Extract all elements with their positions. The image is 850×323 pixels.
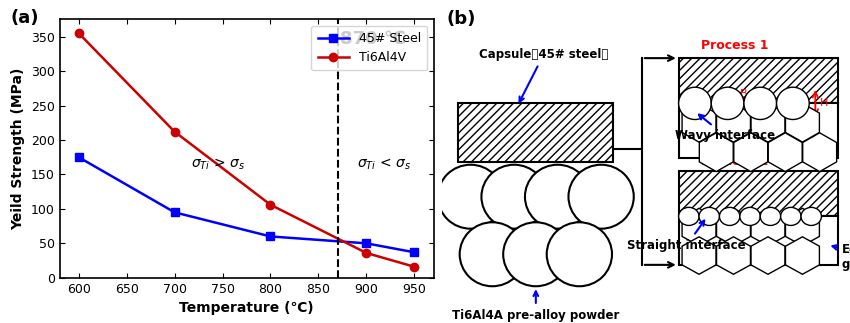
Text: (b): (b) xyxy=(446,10,475,28)
Text: Equalized
grains: Equalized grains xyxy=(832,243,850,271)
Ti6Al4V xyxy=(74,31,84,35)
Polygon shape xyxy=(768,133,802,172)
Bar xyxy=(678,58,838,103)
Text: (a): (a) xyxy=(11,9,39,27)
Y-axis label: Yeild Strength (MPa): Yeild Strength (MPa) xyxy=(11,68,26,230)
Polygon shape xyxy=(682,208,716,246)
Ellipse shape xyxy=(740,207,760,225)
Text: B: B xyxy=(740,89,748,99)
Line: Ti6Al4V: Ti6Al4V xyxy=(75,29,418,271)
Bar xyxy=(678,171,838,216)
Polygon shape xyxy=(682,237,716,274)
Polygon shape xyxy=(700,133,734,172)
Text: $\sigma_{Ti}$ > $\sigma_s$: $\sigma_{Ti}$ > $\sigma_s$ xyxy=(190,156,245,172)
Ellipse shape xyxy=(711,87,744,120)
Text: Process 1: Process 1 xyxy=(700,39,768,52)
45# Steel xyxy=(361,241,371,245)
Ellipse shape xyxy=(438,165,503,229)
45# Steel xyxy=(409,250,419,254)
Text: Wavy interface: Wavy interface xyxy=(675,115,774,142)
Ellipse shape xyxy=(780,207,801,225)
Bar xyxy=(678,171,838,216)
Bar xyxy=(678,58,838,103)
Polygon shape xyxy=(682,103,716,142)
Ti6Al4V xyxy=(169,130,179,134)
Legend: 45# Steel, Ti6Al4V: 45# Steel, Ti6Al4V xyxy=(311,26,428,70)
Line: 45# Steel: 45# Steel xyxy=(75,153,418,256)
Polygon shape xyxy=(802,133,836,172)
Text: Straight interface: Straight interface xyxy=(627,221,746,252)
Ellipse shape xyxy=(503,222,569,286)
Text: H: H xyxy=(819,99,828,108)
Polygon shape xyxy=(734,133,768,172)
Polygon shape xyxy=(717,237,751,274)
Ellipse shape xyxy=(699,207,719,225)
Ellipse shape xyxy=(481,165,547,229)
Ellipse shape xyxy=(678,207,699,225)
Ellipse shape xyxy=(460,222,525,286)
Polygon shape xyxy=(751,103,785,142)
Text: Process 2: Process 2 xyxy=(700,155,768,168)
Polygon shape xyxy=(717,208,751,246)
Text: Ti6Al4A pre-alloy powder: Ti6Al4A pre-alloy powder xyxy=(452,291,620,321)
Bar xyxy=(458,103,614,162)
Polygon shape xyxy=(751,237,785,274)
Ti6Al4V xyxy=(265,203,275,207)
Ellipse shape xyxy=(760,207,780,225)
Polygon shape xyxy=(785,103,819,142)
Polygon shape xyxy=(751,208,785,246)
45# Steel xyxy=(265,234,275,238)
Polygon shape xyxy=(717,103,751,142)
Ellipse shape xyxy=(525,165,590,229)
Ellipse shape xyxy=(547,222,612,286)
Ellipse shape xyxy=(719,207,740,225)
Text: 870 ℃: 870 ℃ xyxy=(341,30,406,48)
Ellipse shape xyxy=(744,87,777,120)
Ti6Al4V xyxy=(409,265,419,269)
Ellipse shape xyxy=(569,165,634,229)
Polygon shape xyxy=(785,208,819,246)
45# Steel xyxy=(74,155,84,159)
Text: Capsule（45# steel）: Capsule（45# steel） xyxy=(479,48,609,102)
Text: $\sigma_{Ti}$ < $\sigma_s$: $\sigma_{Ti}$ < $\sigma_s$ xyxy=(357,156,411,172)
Bar xyxy=(678,216,838,265)
45# Steel xyxy=(169,210,179,214)
Bar xyxy=(458,103,614,162)
Polygon shape xyxy=(785,237,819,274)
Ellipse shape xyxy=(678,87,711,120)
Ti6Al4V xyxy=(361,251,371,255)
Ellipse shape xyxy=(801,207,821,225)
X-axis label: Temperature (℃): Temperature (℃) xyxy=(179,301,314,315)
Ellipse shape xyxy=(777,87,809,120)
Bar xyxy=(678,103,838,158)
